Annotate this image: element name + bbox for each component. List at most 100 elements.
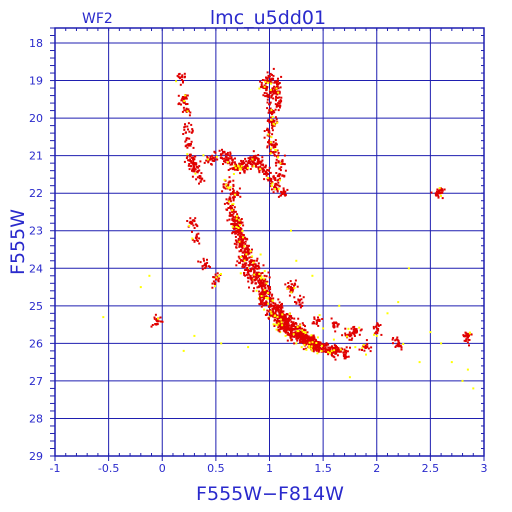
data-point	[270, 96, 273, 99]
data-point	[288, 294, 291, 297]
data-point	[240, 243, 243, 246]
data-point	[210, 163, 213, 166]
data-point	[280, 309, 283, 312]
data-point	[295, 342, 298, 345]
data-point	[395, 338, 398, 341]
data-point	[241, 265, 244, 268]
data-point	[441, 188, 443, 191]
data-point	[229, 200, 232, 203]
data-point	[241, 161, 244, 164]
data-point	[194, 168, 197, 171]
data-point	[330, 350, 333, 353]
data-point	[236, 191, 239, 194]
data-point	[279, 316, 281, 319]
data-point	[240, 232, 243, 235]
data-point	[269, 141, 272, 144]
data-point	[230, 163, 233, 166]
data-point	[243, 161, 246, 164]
data-point	[260, 160, 263, 163]
data-point	[315, 323, 318, 326]
data-point	[266, 101, 269, 104]
data-point	[434, 192, 437, 195]
data-point	[268, 103, 271, 106]
data-point	[241, 233, 244, 236]
data-point	[251, 164, 254, 167]
data-point	[184, 109, 187, 112]
data-point	[267, 293, 270, 296]
data-point	[238, 261, 241, 264]
data-point	[192, 166, 195, 168]
data-point	[265, 282, 268, 285]
data-point	[322, 345, 325, 348]
data-point	[295, 337, 298, 340]
data-point	[266, 78, 269, 81]
data-point	[317, 316, 319, 319]
data-point	[286, 323, 289, 326]
data-point	[268, 293, 271, 296]
data-point	[248, 269, 250, 272]
data-point	[231, 161, 234, 164]
data-point	[272, 145, 275, 148]
data-point	[271, 299, 274, 302]
data-point	[313, 338, 316, 341]
data-point	[313, 322, 316, 325]
data-point	[242, 263, 245, 266]
data-point	[339, 348, 342, 351]
data-point	[237, 225, 240, 227]
data-point	[231, 225, 234, 228]
data-point	[257, 160, 260, 162]
data-point	[249, 156, 252, 159]
data-point	[270, 188, 273, 191]
data-point	[265, 297, 267, 299]
data-point	[468, 332, 471, 335]
data-point	[280, 75, 283, 78]
data-point	[318, 314, 321, 317]
data-point	[257, 154, 260, 156]
data-point	[334, 348, 337, 351]
data-point	[240, 240, 243, 243]
data-point	[275, 118, 278, 121]
data-point	[230, 157, 233, 160]
data-point	[292, 333, 295, 336]
data-point	[280, 311, 283, 314]
data-point	[229, 188, 232, 191]
data-point	[209, 158, 212, 161]
data-point	[271, 125, 274, 128]
data-point	[212, 280, 215, 283]
data-point	[266, 71, 269, 74]
data-point	[436, 194, 439, 197]
data-point	[280, 323, 283, 325]
data-point	[279, 169, 282, 172]
data-point	[249, 277, 252, 280]
data-point	[269, 107, 272, 110]
data-point	[337, 323, 340, 326]
data-point	[241, 263, 244, 266]
data-point	[379, 324, 382, 326]
data-point	[194, 155, 197, 158]
data-point	[266, 120, 269, 122]
y-tick-label: 23	[29, 225, 43, 238]
data-point	[330, 352, 333, 355]
data-point	[279, 328, 282, 331]
data-point	[241, 255, 244, 258]
data-point	[261, 170, 264, 173]
data-point	[225, 185, 228, 187]
data-point	[277, 87, 280, 90]
y-tick-label: 18	[29, 37, 43, 50]
data-point	[262, 281, 265, 284]
data-point	[257, 265, 260, 268]
data-point	[232, 216, 235, 218]
data-point	[248, 256, 251, 259]
data-point	[235, 222, 238, 225]
data-point	[232, 197, 235, 200]
data-point	[265, 76, 267, 79]
data-point	[398, 342, 401, 344]
data-point	[243, 272, 245, 274]
data-point	[233, 225, 236, 228]
data-point	[195, 163, 198, 166]
data-point	[373, 332, 376, 335]
data-point	[197, 232, 200, 235]
data-point	[176, 74, 179, 77]
data-point	[336, 325, 339, 328]
